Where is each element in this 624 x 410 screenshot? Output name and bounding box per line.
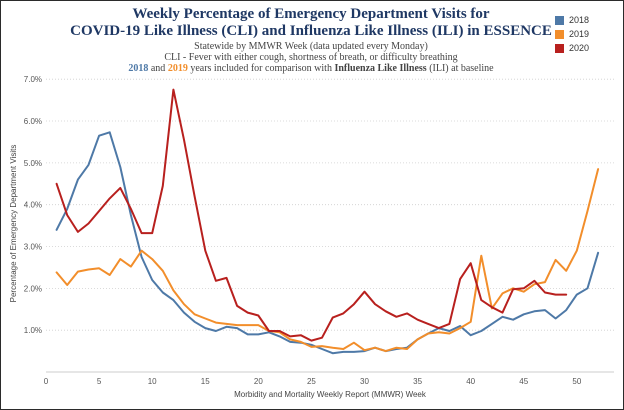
x-tick-label: 0 (44, 377, 49, 386)
legend-swatch (555, 15, 564, 25)
x-axis-label: Morbidity and Mortality Weekly Report (M… (234, 390, 427, 399)
series-line-2019 (55, 168, 600, 353)
y-axis-label: Percentage of Emergency Department Visit… (9, 145, 18, 303)
chart-subtitle-line1: Statewide by MMWR Week (data updated eve… (194, 41, 428, 52)
x-tick-label: 5 (97, 377, 102, 386)
legend-label: 2018 (569, 15, 590, 25)
chart-subtitle-line2: CLI - Fever with either cough, shortness… (164, 52, 458, 63)
legend-label: 2019 (569, 29, 590, 39)
x-tick-label: 25 (307, 377, 316, 386)
subtitle-bold-term: Influenza Like Illness (334, 63, 427, 74)
x-tick-label: 20 (254, 377, 263, 386)
x-tick-label: 10 (148, 377, 157, 386)
legend-item-2020: 2020 (555, 42, 589, 54)
x-tick-label: 45 (519, 377, 528, 386)
subtitle-tail: (ILI) at baseline (426, 63, 494, 74)
legend-item-2018: 2018 (555, 14, 589, 26)
chart-title-line2: COVID-19 Like Illness (CLI) and Influenz… (70, 23, 552, 39)
legend-item-2019: 2019 (555, 28, 589, 40)
subtitle-year-2018: 2018 (128, 63, 149, 74)
legend-swatch (555, 43, 564, 53)
y-tick-label: 3.0% (24, 243, 42, 252)
subtitle-connector: and (148, 63, 168, 74)
y-tick-label: 1.0% (24, 326, 42, 335)
series-line-2018 (55, 131, 600, 355)
x-tick-label: 30 (360, 377, 369, 386)
y-tick-label: 4.0% (24, 201, 42, 210)
x-tick-label: 35 (413, 377, 422, 386)
y-tick-label: 5.0% (24, 159, 42, 168)
y-tick-label: 6.0% (24, 117, 42, 126)
legend-swatch (555, 29, 564, 39)
chart-subtitle-line3: 2018 and 2019 years included for compari… (0, 63, 622, 75)
y-tick-label: 2.0% (24, 284, 42, 293)
subtitle-middle: years included for comparison with (187, 63, 335, 74)
x-tick-label: 15 (201, 377, 210, 386)
series-line-2020 (55, 88, 568, 342)
chart-title-line1: Weekly Percentage of Emergency Departmen… (132, 6, 490, 22)
legend-label: 2020 (569, 43, 590, 53)
x-tick-label: 50 (572, 377, 581, 386)
y-tick-label: 7.0% (24, 75, 42, 84)
legend: 2018 2019 2020 (555, 14, 589, 56)
subtitle-year-2019: 2019 (167, 63, 188, 74)
x-tick-label: 40 (466, 377, 475, 386)
